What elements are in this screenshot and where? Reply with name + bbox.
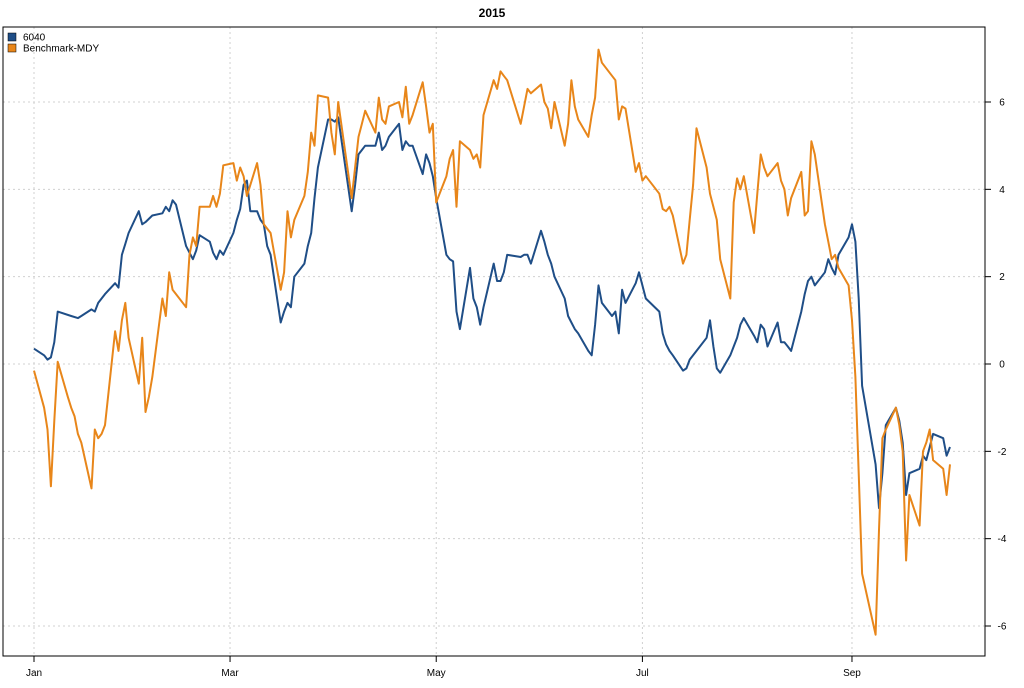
y-tick-label: -4	[998, 534, 1007, 545]
legend-swatch	[7, 43, 17, 53]
legend-swatch	[7, 32, 17, 42]
y-tick-label: 4	[999, 185, 1005, 196]
x-tick-label: May	[427, 668, 446, 679]
legend-label: Benchmark-MDY	[23, 44, 99, 55]
y-tick-label: 0	[999, 360, 1005, 371]
series-line-benchmark-mdy	[33, 48, 951, 636]
y-tick-label: -6	[998, 622, 1007, 633]
legend-label: 6040	[23, 33, 46, 44]
x-tick-label: Sep	[843, 668, 861, 679]
series-line-6040	[33, 116, 951, 510]
x-axis: Jan Mar May Jul Sep	[26, 656, 861, 679]
y-axis: -6 -4 -2 0 2 4 6	[985, 98, 1007, 633]
y-tick-label: 6	[999, 98, 1005, 109]
y-tick-label: -2	[998, 447, 1007, 458]
grid	[3, 27, 985, 656]
plot-frame	[2, 26, 986, 657]
x-tick-label: Jan	[26, 668, 42, 679]
chart-title: 2015	[479, 6, 506, 20]
x-tick-label: Mar	[221, 668, 239, 679]
series-group	[33, 48, 951, 636]
y-tick-label: 2	[999, 272, 1005, 283]
x-tick-label: Jul	[636, 668, 649, 679]
